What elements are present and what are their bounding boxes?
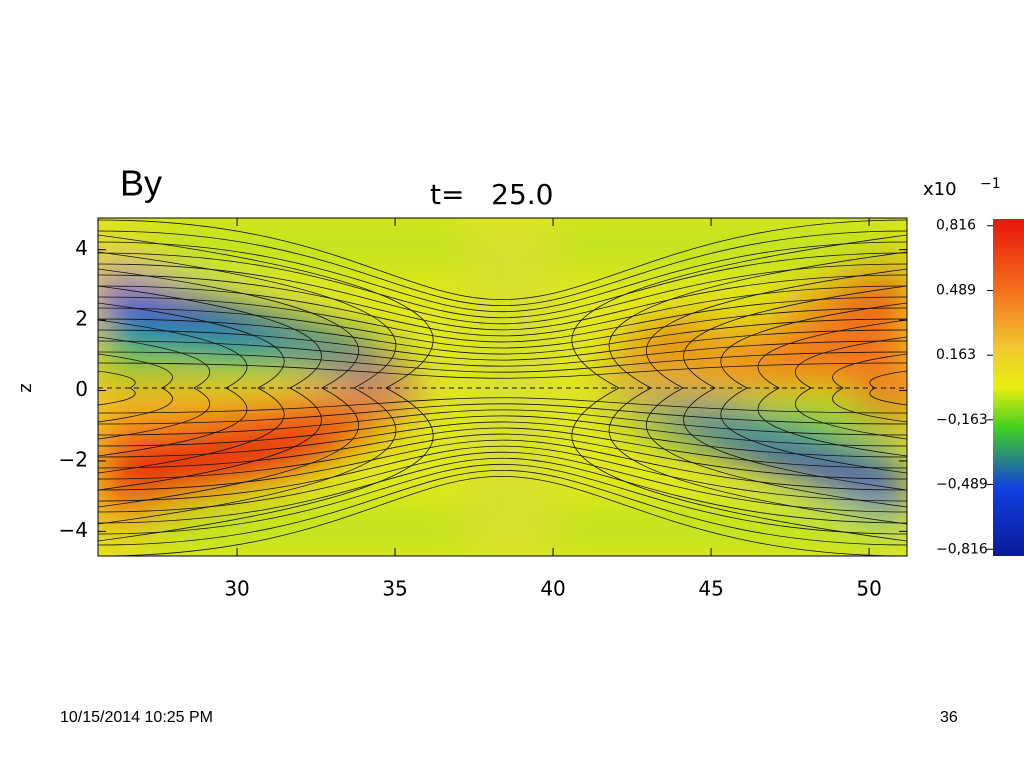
x-tick-label: 35 <box>382 577 407 601</box>
y-tick-label: 4 <box>75 236 88 260</box>
field-line <box>98 457 907 524</box>
x-tick-label: 45 <box>698 577 723 601</box>
field-line <box>98 268 359 508</box>
colorbar-tick-label: 0.489 <box>936 283 976 299</box>
field-line <box>98 415 907 447</box>
field-line <box>98 451 907 513</box>
footer-page: 36 <box>940 709 958 726</box>
field-line <box>98 307 907 349</box>
colorbar-tick-label: −0,816 <box>936 541 988 557</box>
x-tick-label: 50 <box>856 577 881 601</box>
field-line <box>98 285 907 337</box>
field-line <box>98 329 907 361</box>
colorbar-multiplier: x10 <box>923 179 957 200</box>
colorbar-tick-label: 0.163 <box>936 347 976 363</box>
colorbar-tick-label: −0,163 <box>936 412 988 428</box>
colorbar <box>993 219 1024 556</box>
field-line <box>98 230 907 307</box>
field-line <box>98 463 907 535</box>
field-line <box>98 427 907 469</box>
x-tick-label: 30 <box>224 577 249 601</box>
field-line <box>98 421 907 458</box>
y-tick-label: 0 <box>75 377 88 401</box>
field-line <box>98 351 907 373</box>
chart-subtitle: t= 25.0 <box>430 178 553 211</box>
colorbar-exponent: −1 <box>980 176 1001 192</box>
field-line <box>98 403 907 425</box>
field-line <box>98 362 907 379</box>
field-line <box>98 475 907 556</box>
footer-date: 10/15/2014 10:25 PM <box>60 709 213 726</box>
field-line <box>98 219 907 301</box>
field-line <box>98 409 907 436</box>
field-line <box>98 241 907 313</box>
field-map <box>98 218 907 556</box>
field-line <box>571 234 907 542</box>
field-line <box>98 397 907 414</box>
field-line <box>98 469 907 546</box>
plot-frame <box>97 217 908 557</box>
y-tick-label: 2 <box>75 307 88 331</box>
field-line <box>757 319 907 457</box>
y-tick-label: −4 <box>59 518 88 542</box>
colorbar-tick-label: 0,816 <box>936 218 976 234</box>
field-line <box>98 318 907 355</box>
field-line <box>98 252 907 319</box>
field-line <box>98 433 907 480</box>
field-line <box>98 445 907 502</box>
field-line <box>98 296 907 343</box>
y-tick-label: −2 <box>59 447 88 471</box>
field-line <box>98 340 907 367</box>
field-line <box>98 274 907 331</box>
field-line <box>98 336 211 440</box>
field-line <box>98 302 285 474</box>
y-axis-label: z <box>15 383 36 392</box>
chart-title: By <box>120 163 162 204</box>
field-line <box>98 439 907 491</box>
colorbar-tick-label: −0,489 <box>936 476 988 492</box>
field-line <box>98 263 907 325</box>
x-tick-label: 40 <box>540 577 565 601</box>
